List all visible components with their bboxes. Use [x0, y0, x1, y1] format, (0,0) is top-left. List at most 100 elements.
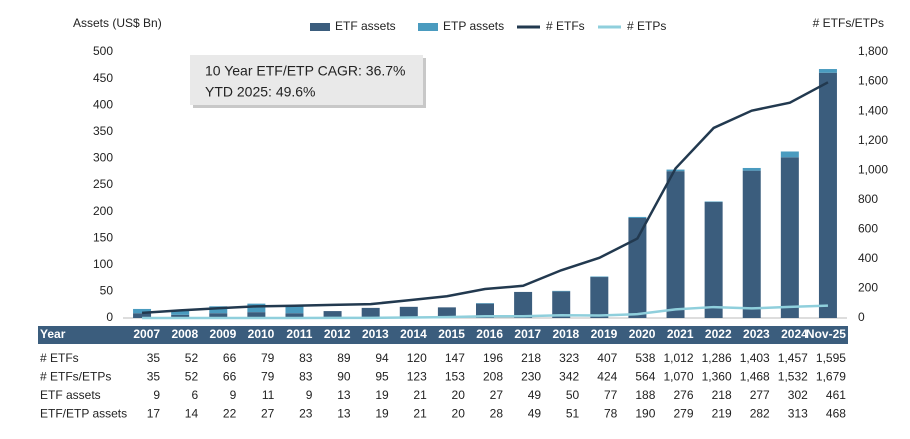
table-cell: 219 — [712, 407, 732, 421]
table-cell: 9 — [153, 388, 160, 402]
table-cell: 1,595 — [816, 351, 846, 365]
y2-tick-label: 1,400 — [858, 103, 888, 117]
bar — [476, 303, 494, 304]
bar — [171, 310, 190, 315]
table-year: 2009 — [210, 327, 237, 341]
table-cell: 95 — [375, 370, 389, 384]
table-cell: 1,679 — [816, 370, 846, 384]
table-cell: 218 — [521, 351, 541, 365]
legend-swatch — [418, 23, 438, 31]
table-cell: 21 — [413, 388, 427, 402]
table-cell: 279 — [673, 407, 693, 421]
table-cell: 49 — [528, 407, 542, 421]
table-header: Year — [40, 327, 66, 341]
y2-tick-label: 800 — [858, 192, 878, 206]
table-cell: 49 — [528, 388, 542, 402]
table-row-label: ETF/ETP assets — [40, 407, 127, 421]
y-tick-label: 500 — [93, 44, 113, 58]
table-cell: 66 — [223, 351, 237, 365]
bar — [209, 306, 228, 314]
table-cell: 19 — [375, 388, 389, 402]
table-row-label: # ETFs — [40, 351, 79, 365]
table-year: 2023 — [743, 327, 770, 341]
table-year: 2018 — [553, 327, 580, 341]
table-cell: 1,532 — [778, 370, 808, 384]
legend-label: # ETFs — [546, 19, 585, 33]
table-cell: 13 — [337, 388, 351, 402]
bar — [628, 216, 647, 218]
table-cell: 538 — [635, 351, 655, 365]
table-cell: 1,360 — [702, 370, 732, 384]
table-year: 2010 — [248, 327, 275, 341]
table-row-label: ETF assets — [40, 388, 101, 402]
table-cell: 1,403 — [740, 351, 770, 365]
bar — [552, 291, 571, 318]
table-year: 2011 — [286, 327, 312, 341]
y-tick-label: 150 — [93, 230, 113, 244]
table-cell: 190 — [635, 407, 655, 421]
table-cell: 83 — [299, 351, 313, 365]
table-cell: 22 — [223, 407, 237, 421]
y2-tick-label: 200 — [858, 281, 878, 295]
y-tick-label: 200 — [93, 204, 113, 218]
table-cell: 424 — [597, 370, 617, 384]
table-cell: 147 — [445, 351, 465, 365]
bar — [628, 217, 647, 318]
table-cell: 123 — [407, 370, 427, 384]
table-cell: 27 — [490, 388, 504, 402]
legend-label: ETP assets — [443, 19, 504, 33]
bar — [742, 170, 761, 318]
table-cell: 208 — [483, 370, 503, 384]
table-year: 2012 — [324, 327, 351, 341]
y-tick-label: 450 — [93, 71, 113, 85]
table-cell: 564 — [635, 370, 655, 384]
legend-label: # ETPs — [627, 19, 666, 33]
table-cell: 66 — [223, 370, 237, 384]
table-row-label: # ETFs/ETPs — [40, 370, 111, 384]
bar — [133, 313, 152, 318]
table-cell: 461 — [826, 388, 846, 402]
bar — [476, 303, 494, 318]
table-year: 2020 — [629, 327, 656, 341]
bar — [818, 69, 837, 73]
table-cell: 468 — [826, 407, 846, 421]
table-cell: 153 — [445, 370, 465, 384]
y-tick-label: 350 — [93, 124, 113, 138]
table-year: 2013 — [362, 327, 389, 341]
table-cell: 52 — [185, 351, 199, 365]
bar — [666, 171, 685, 318]
table-cell: 1,012 — [663, 351, 693, 365]
table-cell: 21 — [413, 407, 427, 421]
table-cell: 19 — [375, 407, 389, 421]
table-cell: 302 — [788, 388, 808, 402]
table-cell: 9 — [230, 388, 237, 402]
table-cell: 407 — [597, 351, 617, 365]
table-cell: 9 — [306, 388, 313, 402]
table-cell: 77 — [604, 388, 618, 402]
bar — [704, 201, 723, 203]
line — [141, 81, 829, 315]
y2-axis-label: # ETFs/ETPs — [813, 16, 884, 30]
bar — [361, 307, 380, 318]
bar — [247, 303, 266, 313]
table-cell: 23 — [299, 407, 313, 421]
table-cell: 14 — [185, 407, 199, 421]
table-cell: 323 — [559, 351, 579, 365]
bar — [742, 167, 761, 171]
legend-label: ETF assets — [335, 19, 396, 33]
bar — [437, 307, 456, 318]
table-year: 2022 — [705, 327, 732, 341]
bar — [285, 305, 304, 314]
table-cell: 188 — [635, 388, 655, 402]
table-cell: 1,468 — [740, 370, 770, 384]
table-cell: 52 — [185, 370, 199, 384]
y-axis-label: Assets (US$ Bn) — [73, 16, 162, 30]
bar — [209, 313, 228, 318]
table-cell: 342 — [559, 370, 579, 384]
table-year: 2007 — [133, 327, 160, 341]
table-cell: 79 — [261, 370, 275, 384]
bar — [514, 291, 533, 318]
table-year: 2014 — [400, 327, 427, 341]
y2-tick-label: 1,600 — [858, 74, 888, 88]
